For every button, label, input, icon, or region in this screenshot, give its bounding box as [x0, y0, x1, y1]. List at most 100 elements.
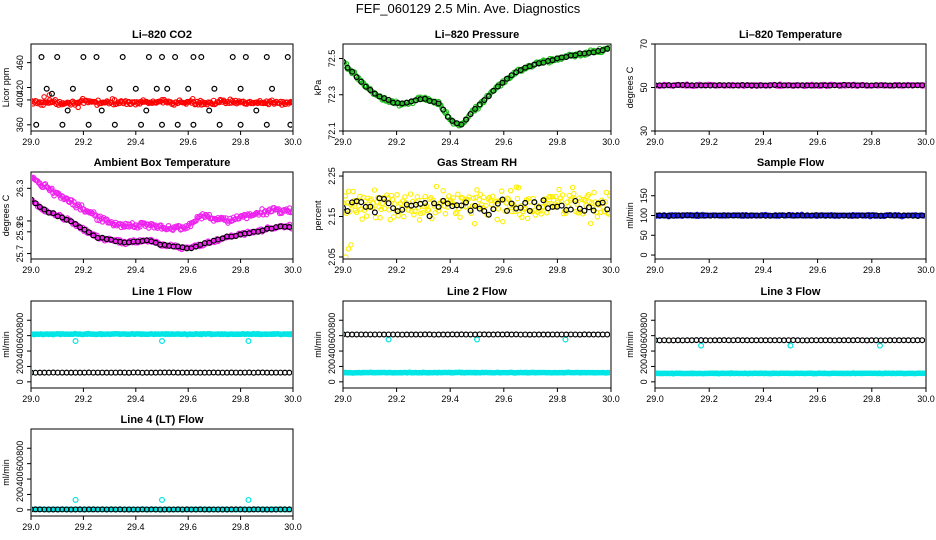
x-tick-label: 29.6 [809, 265, 827, 275]
panel-title: Line 1 Flow [132, 286, 192, 298]
y-tick-label: 600 [639, 328, 649, 343]
x-tick-label: 29.2 [75, 265, 93, 275]
data-point [443, 212, 447, 216]
data-point [186, 86, 191, 91]
x-tick-label: 30.0 [917, 137, 935, 147]
y-tick-label: 50 [639, 82, 649, 92]
data-point [364, 214, 368, 218]
data-point [349, 243, 353, 247]
y-tick-label: 2.25 [327, 167, 337, 185]
x-tick-label: 29.8 [863, 394, 881, 404]
y-axis-label: kPa [313, 80, 323, 96]
x-tick-label: 29.4 [127, 137, 145, 147]
data-point [423, 194, 427, 198]
data-point [386, 337, 391, 342]
data-point [415, 195, 419, 199]
y-axis-label: ml/min [1, 459, 11, 486]
data-point [217, 122, 222, 127]
y-tick-label: 25.7 [15, 245, 25, 263]
y-tick-label: 26 [15, 216, 25, 226]
y-tick-label: 800 [15, 313, 25, 328]
x-tick-label: 29.6 [809, 394, 827, 404]
data-point [570, 185, 574, 189]
data-point [500, 189, 504, 193]
y-tick-label: 200 [15, 487, 25, 502]
y-tick-label: 600 [327, 328, 337, 343]
data-point [112, 122, 117, 127]
panel-line4: Line 4 (LT) Flowml/min29.0 29.2 29.4 29.6 29… [1, 414, 302, 532]
x-tick-label: 29.0 [22, 265, 40, 275]
data-point [246, 339, 251, 344]
y-axis-label: degrees C [625, 66, 635, 108]
x-tick-label: 29.4 [755, 394, 773, 404]
data-point [73, 497, 78, 502]
data-point [144, 108, 149, 113]
series-1-min [29, 331, 295, 337]
plot-frame [343, 172, 611, 259]
data-point [372, 188, 376, 192]
data-point [434, 184, 438, 188]
data-point [472, 221, 476, 225]
data-point [372, 210, 377, 215]
x-tick-label: 29.4 [755, 265, 773, 275]
data-point [65, 108, 70, 113]
y-tick-label: 100 [639, 208, 649, 223]
x-tick-label: 29.2 [388, 394, 406, 404]
x-tick-label: 29.0 [646, 394, 664, 404]
data-point [351, 189, 355, 193]
x-tick-label: 30.0 [284, 265, 302, 275]
x-tick-label: 30.0 [917, 265, 935, 275]
data-layer [341, 332, 613, 376]
y-tick-label: 400 [15, 472, 25, 487]
data-point [44, 86, 49, 91]
x-tick-label: 29.2 [75, 394, 93, 404]
x-tick-label: 29.2 [75, 522, 93, 532]
x-tick-label: 29.8 [549, 137, 567, 147]
y-tick-label: 400 [327, 344, 337, 359]
data-point [246, 497, 251, 502]
data-point [403, 195, 407, 199]
data-point [515, 196, 519, 200]
panel-title: Line 4 (LT) Flow [121, 414, 204, 426]
y-tick-label: 600 [15, 328, 25, 343]
data-point [147, 55, 152, 60]
data-point [343, 194, 347, 198]
y-tick-label: 800 [327, 313, 337, 328]
series-1-min [653, 371, 928, 376]
x-tick-label: 30.0 [917, 394, 935, 404]
y-tick-label: 200 [15, 359, 25, 374]
series-1-min [29, 93, 295, 110]
data-point [699, 343, 704, 348]
y-axis-label: degrees C [1, 194, 11, 236]
x-tick-label: 29.8 [232, 137, 250, 147]
x-tick-label: 29.0 [646, 265, 664, 275]
data-point [160, 122, 165, 127]
data-point [154, 86, 159, 91]
data-point [238, 122, 243, 127]
x-tick-label: 29.4 [441, 394, 459, 404]
panel-rh: Gas Stream RHpercent29.0 29.2 29.4 29.6 29.8… [313, 157, 620, 275]
series-upper [29, 175, 295, 232]
data-point [395, 193, 399, 197]
panel-line2: Line 2 Flowml/min29.0 29.2 29.4 29.6 29.8 30.… [313, 286, 620, 404]
data-point [346, 247, 350, 251]
x-tick-label: 30.0 [284, 522, 302, 532]
data-point [212, 86, 217, 91]
x-tick-label: 29.8 [232, 265, 250, 275]
data-point [509, 188, 513, 192]
y-tick-label: 400 [639, 344, 649, 359]
data-layer [29, 331, 295, 375]
data-point [71, 86, 76, 91]
series-2-5-min-ave [341, 332, 610, 337]
series-2-5-min-ave [29, 197, 292, 251]
x-tick-label: 29.6 [179, 265, 197, 275]
x-tick-label: 29.0 [22, 137, 40, 147]
y-tick-label: 800 [639, 313, 649, 328]
y-tick-label: 420 [15, 80, 25, 95]
data-point [572, 191, 576, 195]
y-tick-label: 0 [15, 507, 25, 512]
data-point [417, 218, 421, 222]
data-point [878, 343, 883, 348]
x-tick-label: 29.6 [179, 522, 197, 532]
x-tick-label: 29.0 [22, 522, 40, 532]
